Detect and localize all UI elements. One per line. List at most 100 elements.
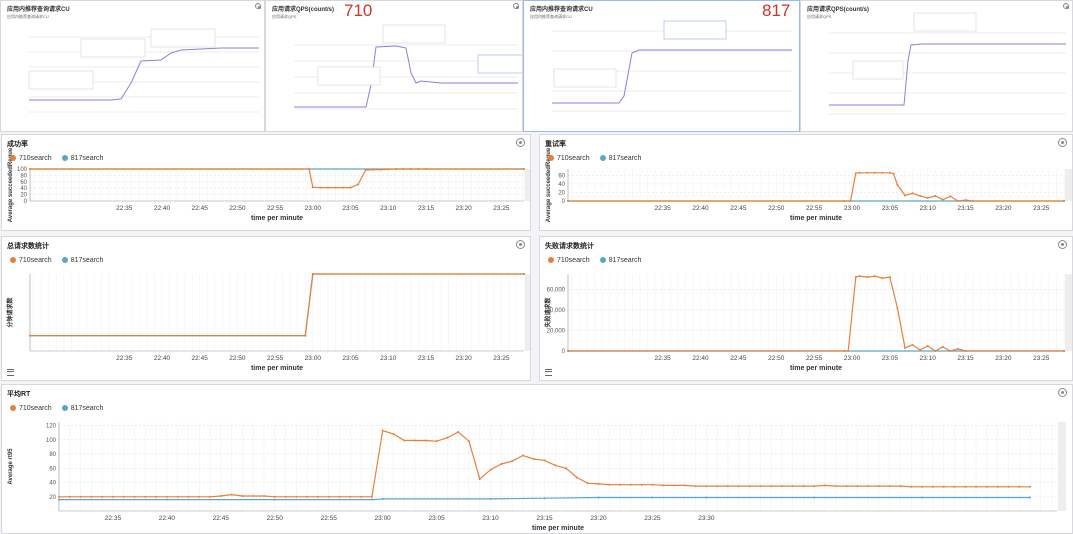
x-tick-label: 23:20 — [995, 205, 1012, 212]
menu-icon[interactable] — [7, 369, 14, 376]
legend-item[interactable]: 710search — [548, 257, 590, 264]
x-tick-label: 22:55 — [806, 205, 823, 212]
data-point-710search — [586, 482, 589, 485]
settings-icon[interactable] — [1063, 3, 1069, 9]
data-point-710search — [364, 169, 367, 171]
data-point-710search — [904, 194, 906, 197]
data-point-710search — [417, 168, 420, 170]
x-tick-label: 23:30 — [698, 515, 715, 522]
legend-item[interactable]: 817search — [61, 257, 103, 264]
settings-icon[interactable] — [1058, 240, 1067, 249]
y-tick-label: 20 — [49, 495, 56, 501]
top-panel-title: 应用内推荐查询请求CU — [7, 7, 70, 13]
data-point-817search — [921, 496, 924, 499]
y-tick-label: 60 — [20, 180, 27, 186]
data-point-710search — [1007, 485, 1010, 488]
legend-item[interactable]: 710search — [10, 405, 52, 412]
y-tick-label: 120 — [46, 424, 57, 430]
x-axis-label: time per minute — [251, 365, 303, 372]
data-point-710search — [957, 200, 959, 202]
chart-brush-area — [525, 169, 530, 201]
legend: 710search 817search — [10, 405, 103, 412]
data-point-710search — [1063, 350, 1065, 352]
data-point-710search — [511, 460, 514, 463]
data-point-817search — [543, 497, 546, 500]
data-point-710search — [241, 495, 244, 497]
y-tick-label: 20 — [558, 190, 565, 196]
data-point-710search — [176, 495, 179, 498]
data-point-710search — [311, 186, 314, 189]
x-tick-label: 22:55 — [267, 355, 284, 362]
x-tick-label: 22:40 — [154, 205, 171, 212]
x-tick-label: 23:15 — [957, 205, 974, 212]
top-panel-title: 应用内推荐查询请求CU — [530, 7, 593, 13]
data-point-710search — [834, 485, 837, 488]
data-point-710search — [457, 431, 460, 433]
x-tick-label: 22:40 — [692, 355, 709, 362]
legend-item[interactable]: 817search — [61, 405, 103, 412]
settings-icon[interactable] — [516, 138, 525, 147]
data-point-710search — [629, 483, 632, 486]
data-point-710search — [523, 168, 525, 170]
data-point-710search — [219, 495, 222, 497]
data-point-710search — [904, 346, 906, 349]
data-point-817search — [813, 496, 816, 499]
x-tick-label: 23:15 — [418, 355, 435, 362]
legend-item[interactable]: 817search — [599, 257, 641, 264]
data-point-710search — [209, 495, 211, 498]
top-panel-2: 应用请求QPS(count/s) 应用请求QPS — [265, 0, 523, 132]
data-point-710search — [133, 495, 136, 498]
y-tick-label: 0 — [24, 199, 28, 205]
overlay-label-817: 817 — [762, 1, 791, 20]
menu-icon[interactable] — [545, 369, 552, 376]
settings-icon[interactable] — [1058, 388, 1067, 397]
y-tick-label: 40,000 — [547, 308, 566, 314]
x-tick-label: 23:10 — [920, 205, 937, 212]
data-point-710search — [165, 495, 168, 498]
x-tick-label: 22:50 — [229, 355, 246, 362]
settings-icon[interactable] — [255, 3, 261, 9]
data-point-710search — [435, 440, 438, 443]
data-point-710search — [892, 172, 895, 175]
data-point-710search — [608, 483, 611, 486]
x-tick-label: 22:35 — [116, 205, 133, 212]
series-line-710search — [568, 275, 1064, 352]
chart-brush-area — [1058, 422, 1066, 511]
data-point-710search — [866, 171, 869, 174]
data-point-710search — [349, 186, 352, 189]
data-point-710search — [619, 483, 621, 486]
y-tick-label: 80 — [49, 452, 56, 458]
x-tick-label: 23:05 — [342, 205, 359, 212]
legend: 710search 817search — [10, 257, 103, 264]
data-point-710search — [813, 485, 816, 488]
y-axis-label: Average succeededReque — [546, 147, 552, 222]
data-point-710search — [996, 485, 999, 488]
data-point-710search — [975, 485, 978, 488]
data-point-710search — [849, 200, 852, 202]
data-point-710search — [425, 168, 427, 170]
x-axis-label: time per minute — [790, 215, 842, 222]
y-axis-label: Average succeededReque — [8, 147, 14, 222]
top-panel-title: 应用请求QPS(count/s) — [807, 7, 870, 13]
legend-item[interactable]: 817search — [599, 155, 641, 162]
x-tick-label: 23:25 — [493, 205, 510, 212]
chart-avg-rt: 20 40 60 80 100 120 22:35 22:40 22:45 22:50 22:55 2… — [8, 422, 1066, 532]
x-tick-label: 23:25 — [1033, 355, 1050, 362]
legend-item[interactable]: 710search — [10, 155, 52, 162]
data-point-710search — [379, 168, 382, 171]
y-axis-label: 失败请求数 — [544, 297, 552, 328]
settings-icon[interactable] — [1058, 138, 1067, 147]
legend-item[interactable]: 710search — [548, 155, 590, 162]
x-tick-label: 23:20 — [590, 515, 607, 522]
mini-chart-1: 应用内推荐查询请求CU — [7, 13, 259, 113]
legend-item[interactable]: 710search — [10, 257, 52, 264]
x-tick-label: 23:20 — [456, 355, 473, 362]
data-point-710search — [662, 484, 665, 487]
settings-icon[interactable] — [516, 240, 525, 249]
legend-item[interactable]: 817search — [61, 155, 103, 162]
panel-title: 平均RT — [7, 391, 31, 398]
data-point-710search — [68, 495, 71, 498]
settings-icon[interactable] — [513, 3, 519, 9]
data-point-710search — [409, 168, 412, 170]
